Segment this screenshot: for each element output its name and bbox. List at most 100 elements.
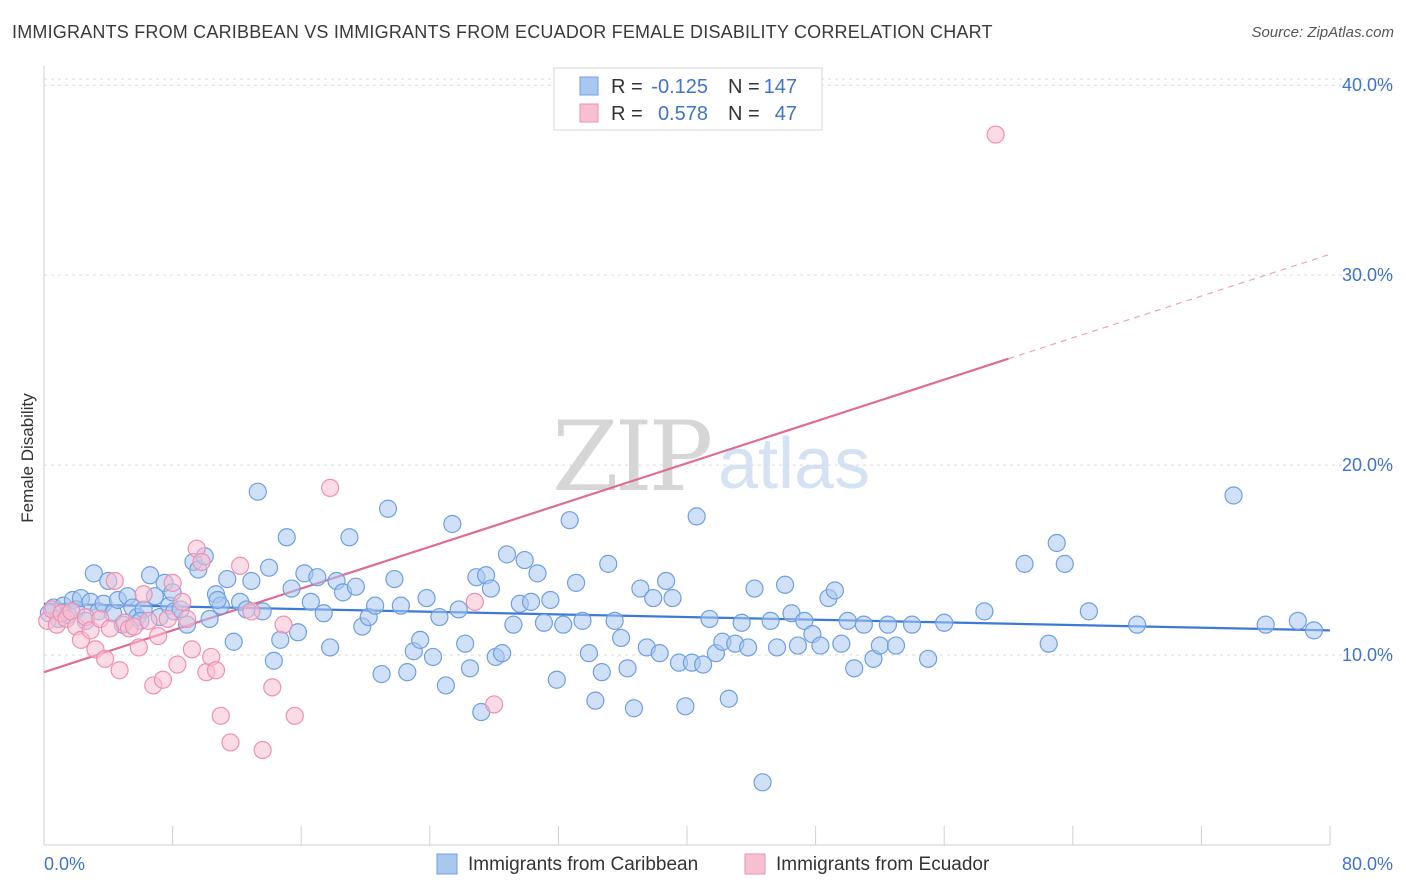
caribbean-point-68 [423,647,443,667]
caribbean-point-40 [248,482,267,501]
caribbean-point-118 [732,613,751,632]
caribbean-point-129 [811,636,830,655]
ecuador-point-20 [134,585,153,604]
caribbean-point-109 [676,697,695,716]
caribbean-point-90 [554,615,573,634]
caribbean-point-35 [218,569,237,589]
x-tick-label-min: 0.0% [44,854,85,874]
caribbean-point-148 [1079,602,1098,621]
caribbean-point-51 [314,604,333,623]
caribbean-point-135 [854,615,873,634]
stats-n-value-2: 47 [775,103,797,125]
caribbean-point-73 [456,634,475,653]
caribbean-point-140 [902,615,922,634]
ecuador-point-39 [242,602,261,621]
caribbean-point-45 [277,528,296,547]
caribbean-point-50 [308,568,327,587]
caribbean-point-93 [573,611,592,630]
caribbean-point-144 [1015,554,1034,573]
y-tick-label-30: 30.0% [1342,265,1393,285]
ecuador-point-38 [231,556,250,575]
caribbean-point-101 [624,699,644,718]
caribbean-point-80 [493,644,512,663]
caribbean-point-86 [528,564,547,583]
caribbean-point-98 [605,611,624,630]
caribbean-point-102 [631,579,650,598]
caribbean-point-60 [372,664,391,684]
caribbean-point-66 [411,630,430,649]
caribbean-point-89 [547,670,566,689]
ecuador-point-32 [192,552,211,572]
ecuador-point-21 [139,611,158,630]
ecuador-point-27 [168,655,187,674]
legend: Immigrants from Caribbean Immigrants fro… [436,853,990,875]
y-tick-label-20: 20.0% [1342,455,1393,475]
tick-labels: 10.0% 20.0% 30.0% 40.0% 0.0% 80.0% [44,75,1393,874]
ecuador-point-46 [485,695,504,714]
stats-swatch-caribbean [579,76,599,96]
ecuador-point-26 [163,573,182,592]
caribbean-point-149 [1127,615,1147,634]
caribbean-point-120 [745,579,764,598]
caribbean-point-42 [259,558,279,577]
stats-box: R = -0.125 N = 147 R = 0.578 N = 47 [553,67,823,131]
caribbean-point-150 [1224,486,1243,505]
ecuador-point-19 [129,638,148,657]
stats-r-value-2: 0.578 [658,103,708,125]
ecuador-point-43 [285,706,304,725]
ecuador-point-14 [105,571,124,591]
caribbean-point-74 [460,659,480,678]
caribbean-point-143 [975,602,994,621]
watermark: ZIP atlas [552,401,870,513]
caribbean-point-62 [385,569,404,589]
caribbean-point-122 [761,611,780,630]
ecuador-point-30 [182,640,201,659]
ecuador-point-23 [149,626,168,646]
caribbean-point-32 [200,609,219,629]
caribbean-point-151 [1256,615,1275,634]
caribbean-point-112 [693,655,713,674]
caribbean-point-138 [878,615,898,634]
ecuador-point-35 [206,661,226,680]
caribbean-point-87 [534,613,554,632]
watermark-zip: ZIP [552,401,711,513]
caribbean-point-88 [541,590,560,610]
caribbean-point-21 [140,566,160,585]
ecuador-point-41 [263,678,282,697]
caribbean-point-43 [264,651,283,670]
caribbean-point-95 [586,691,605,710]
caribbean-point-107 [663,588,682,608]
caribbean-point-126 [788,636,808,655]
caribbean-point-124 [775,575,795,594]
caribbean-point-64 [398,663,417,682]
caribbean-point-99 [611,628,631,648]
ecuador-point-15 [110,661,129,680]
caribbean-point-131 [825,581,844,600]
caribbean-point-78 [481,579,500,598]
axes [43,66,1331,846]
caribbean-point-36 [224,632,243,651]
caribbean-point-146 [1047,533,1066,553]
caribbean-point-96 [592,663,611,682]
caribbean-point-127 [795,611,814,630]
caribbean-point-139 [886,636,906,655]
chart-title: IMMIGRANTS FROM CARIBBEAN VS IMMIGRANTS … [12,22,993,42]
caribbean-point-52 [321,638,340,657]
caribbean-point-152 [1288,611,1307,630]
caribbean-point-100 [618,659,637,678]
ecuador-point-36 [211,706,230,725]
caribbean-point-132 [832,634,851,653]
caribbean-point-123 [767,638,787,657]
ecuador-point-28 [173,592,192,611]
caribbean-point-63 [391,596,410,615]
x-tick-label-max: 80.0% [1342,854,1393,874]
watermark-atlas: atlas [718,424,870,504]
stats-swatch-ecuador [579,103,599,123]
caribbean-point-46 [282,579,301,598]
caribbean-point-71 [443,514,462,534]
data-points [38,125,1324,792]
ecuador-point-12 [95,649,115,668]
caribbean-point-137 [870,636,890,655]
caribbean-point-156 [208,590,227,610]
